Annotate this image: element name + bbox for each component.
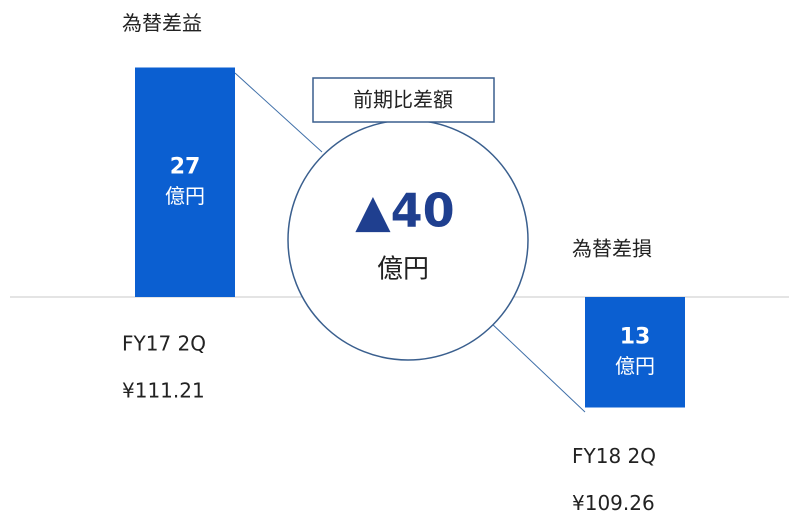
bar-title: 為替差益 [122,11,202,35]
rate-label: ¥109.26 [572,491,655,515]
bar [585,297,685,408]
difference-unit: 億円 [377,255,429,285]
difference-title: 前期比差額 [353,88,453,112]
value-unit: 億円 [615,354,655,378]
difference-circle [287,119,529,361]
rate-label: ¥111.21 [122,379,205,403]
value-label: 27 [170,154,201,179]
connector [234,72,323,153]
value-label: 13 [620,324,651,349]
bar-title: 為替差損 [572,237,652,261]
category-label: FY17 2Q [122,332,206,356]
category-label: FY18 2Q [572,444,656,468]
connector [489,321,586,413]
bar [135,67,235,297]
difference-box [312,77,495,123]
value-unit: 億円 [165,184,205,208]
difference-value: ▲40 [355,184,454,238]
